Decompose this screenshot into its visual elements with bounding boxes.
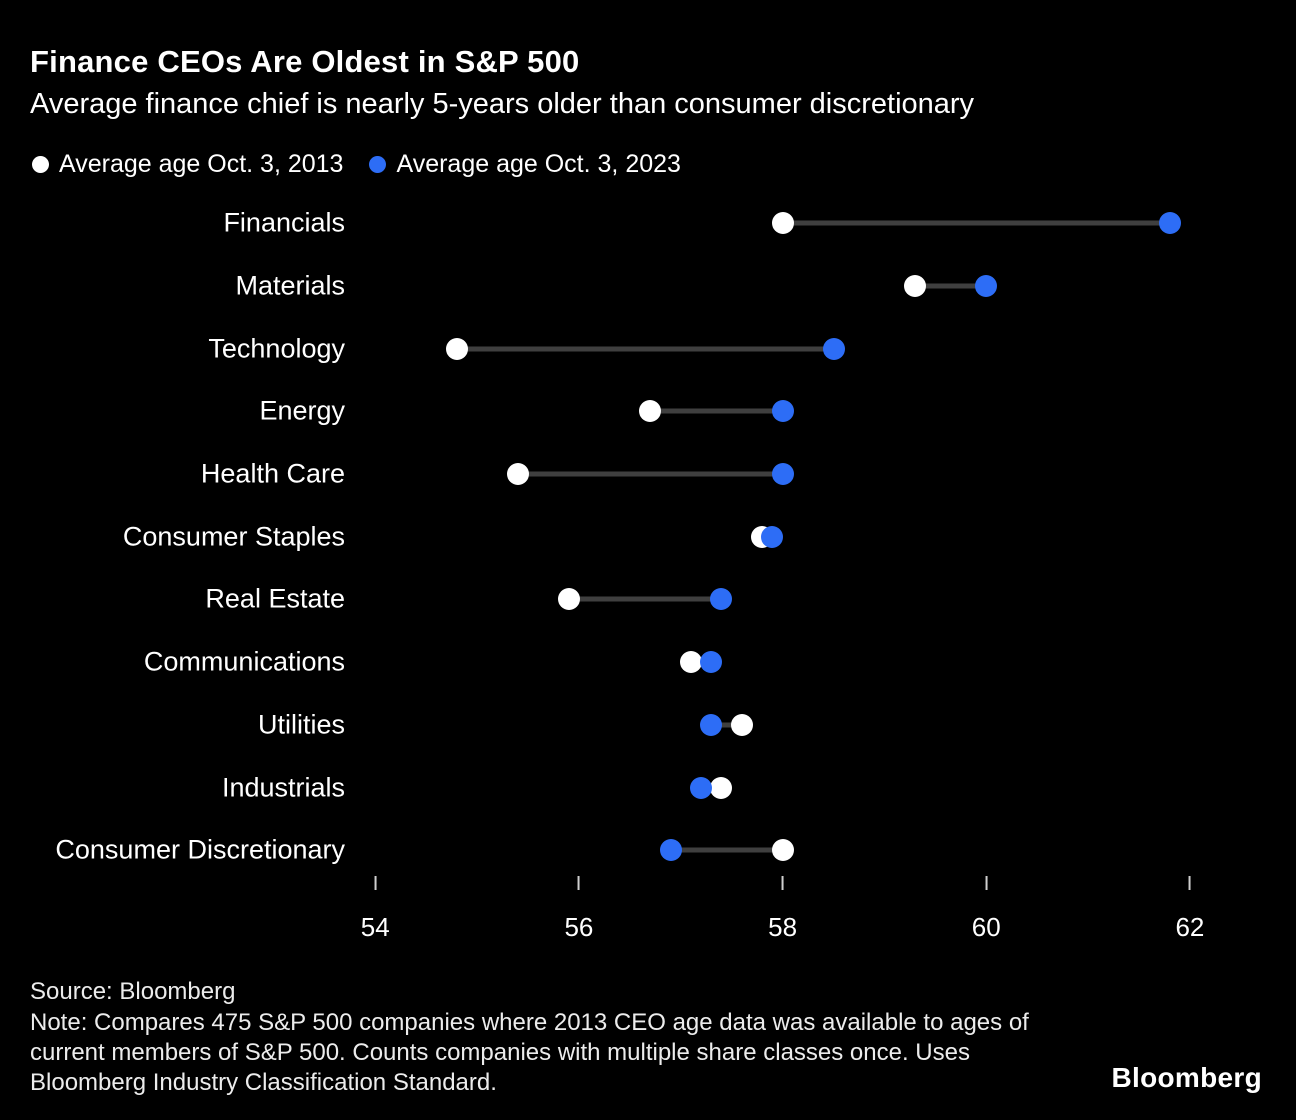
connector-line — [914, 283, 987, 289]
legend-dot-icon — [32, 156, 49, 173]
note-text: Note: Compares 475 S&P 500 companies whe… — [30, 1009, 1029, 1096]
dot-2023-real-estate — [710, 588, 733, 611]
x-tick-label: 54 — [360, 912, 390, 942]
dot-2023-technology — [822, 337, 845, 360]
dot-2013-materials — [903, 275, 926, 298]
bloomberg-logo: Bloomberg — [1111, 1062, 1262, 1093]
dumbbell-track-consumer-discretionary — [360, 819, 1250, 882]
dot-2023-utilities — [700, 713, 723, 736]
dot-2013-utilities — [730, 713, 753, 736]
category-label-consumer-staples: Consumer Staples — [122, 521, 345, 552]
dumbbell-track-materials — [360, 255, 1250, 318]
x-axis: 54 56 58 60 62 — [360, 876, 1250, 946]
dot-2013-financials — [771, 212, 794, 235]
legend-item-2013: Average age Oct. 3, 2013 — [32, 150, 343, 179]
dot-2013-consumer-discretionary — [771, 839, 794, 862]
dot-2023-communications — [700, 651, 723, 674]
x-tick-mark — [577, 876, 580, 890]
category-label-industrials: Industrials — [221, 772, 345, 803]
dot-2023-financials — [1158, 212, 1181, 235]
dot-2013-technology — [445, 337, 468, 360]
dot-2023-materials — [975, 275, 998, 298]
dot-2013-communications — [679, 651, 702, 674]
chart-row-financials: Financials — [0, 192, 1296, 255]
dumbbell-track-energy — [360, 380, 1250, 443]
plot-area: Financials Materials Technology Energy Healt… — [0, 192, 1296, 882]
chart-row-real-estate: Real Estate — [0, 568, 1296, 631]
connector-line — [782, 220, 1170, 226]
legend-item-label: Average age Oct. 3, 2013 — [59, 150, 344, 178]
connector-line — [711, 722, 742, 728]
dumbbell-track-real-estate — [360, 568, 1250, 631]
category-label-energy: Energy — [259, 395, 345, 426]
category-label-utilities: Utilities — [257, 709, 345, 740]
category-label-consumer-discretionary: Consumer Discretionary — [55, 834, 345, 865]
x-tick-60: 60 — [972, 876, 1001, 943]
legend-dot-icon — [369, 156, 387, 173]
dumbbell-track-industrials — [360, 756, 1250, 819]
connector-line — [568, 596, 722, 602]
dot-2013-health-care — [506, 463, 529, 486]
dot-2023-energy — [771, 400, 794, 423]
dumbbell-track-technology — [360, 317, 1250, 380]
category-label-technology: Technology — [208, 333, 345, 364]
category-label-materials: Materials — [235, 270, 345, 301]
x-tick-58: 58 — [768, 876, 797, 943]
x-tick-54: 54 — [361, 876, 390, 943]
chart-row-consumer-discretionary: Consumer Discretionary — [0, 819, 1296, 882]
dot-2023-health-care — [771, 463, 794, 486]
dumbbell-track-financials — [360, 192, 1250, 255]
x-tick-62: 62 — [1175, 876, 1204, 943]
dot-2013-energy — [639, 400, 662, 423]
legend-item-2023: Average age Oct. 3, 2023 — [369, 150, 681, 179]
x-tick-mark — [1188, 876, 1191, 890]
x-tick-label: 56 — [564, 912, 594, 942]
category-label-financials: Financials — [223, 207, 345, 238]
x-tick-label: 62 — [1175, 912, 1205, 942]
chart-row-energy: Energy — [0, 380, 1296, 443]
chart-row-industrials: Industrials — [0, 756, 1296, 819]
legend-item-label: Average age Oct. 3, 2023 — [396, 150, 681, 178]
category-label-health-care: Health Care — [200, 458, 345, 489]
chart-row-utilities: Utilities — [0, 694, 1296, 757]
connector-line — [517, 471, 783, 477]
x-tick-label: 60 — [971, 912, 1001, 942]
legend: Average age Oct. 3, 2013 Average age Oct.… — [32, 150, 681, 179]
x-tick-mark — [985, 876, 988, 890]
chart-title: Finance CEOs Are Oldest in S&P 500 — [30, 44, 580, 79]
chart-row-materials: Materials — [0, 255, 1296, 318]
chart-row-health-care: Health Care — [0, 443, 1296, 506]
x-tick-label: 58 — [768, 912, 798, 942]
connector-line — [650, 408, 783, 414]
dot-2013-real-estate — [557, 588, 580, 611]
dot-2013-industrials — [710, 776, 733, 799]
connector-line — [670, 847, 783, 853]
chart-subtitle: Average finance chief is nearly 5-years … — [30, 88, 975, 120]
category-label-real-estate: Real Estate — [205, 583, 345, 614]
dumbbell-track-utilities — [360, 694, 1250, 757]
category-label-communications: Communications — [143, 646, 345, 677]
connector-line — [456, 346, 834, 352]
dumbbell-track-communications — [360, 631, 1250, 694]
x-tick-mark — [374, 876, 377, 890]
x-tick-mark — [781, 876, 784, 890]
dot-2023-consumer-staples — [761, 525, 784, 548]
chart-row-technology: Technology — [0, 317, 1296, 380]
dot-2023-consumer-discretionary — [659, 839, 682, 862]
dumbbell-track-consumer-staples — [360, 505, 1250, 568]
chart-row-communications: Communications — [0, 631, 1296, 694]
dot-2023-industrials — [690, 776, 713, 799]
x-tick-56: 56 — [564, 876, 593, 943]
dumbbell-track-health-care — [360, 443, 1250, 506]
chart-row-consumer-staples: Consumer Staples — [0, 505, 1296, 568]
source-text: Source: Bloomberg — [30, 978, 236, 1005]
